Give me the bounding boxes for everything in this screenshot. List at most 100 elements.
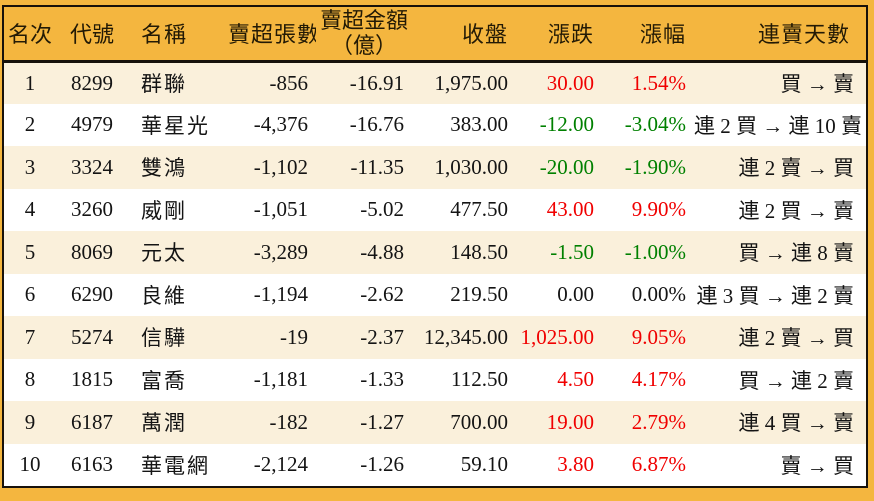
col-header-sell-amount: 賣超金額 （億） [316, 7, 412, 61]
change-pct-value: 9.90% [631, 197, 686, 222]
cell-name: 富喬 [141, 368, 187, 393]
change-pct-value: 4.17% [631, 367, 686, 392]
table-row: 1 8299 群聯 -856 -16.91 1,975.00 30.00 1.5… [4, 61, 866, 104]
cell-streak: 連 2 買 → 賣 [738, 198, 855, 223]
cell-name: 元太 [141, 241, 187, 266]
cell-sell-volume: -182 [269, 409, 309, 434]
change-pct-value: -1.00% [624, 239, 686, 264]
cell-change: 3.80 [516, 444, 602, 487]
cell-close: 477.50 [450, 197, 508, 222]
cell-rank: 8 [24, 367, 36, 392]
cell-name: 群聯 [141, 72, 187, 96]
cell-change-pct: -1.90% [602, 146, 694, 189]
change-pct-value: 9.05% [631, 324, 686, 349]
table-row: 6 6290 良維 -1,194 -2.62 219.50 0.00 0.00%… [4, 273, 866, 317]
cell-change-pct: -3.04% [602, 104, 694, 147]
cell-code: 3260 [71, 197, 113, 222]
cell-name: 華星光 [141, 113, 210, 138]
cell-code: 8069 [71, 239, 113, 264]
cell-sell-amount: -11.35 [350, 154, 404, 179]
cell-rank: 3 [24, 154, 36, 179]
cell-change-pct: 2.79% [602, 401, 694, 444]
cell-change: -12.00 [516, 104, 602, 147]
cell-code: 3324 [71, 154, 113, 179]
change-value: 0.00 [557, 282, 594, 307]
cell-change: -20.00 [516, 146, 602, 189]
change-pct-value: 6.87% [631, 452, 686, 477]
change-value: -1.50 [550, 239, 594, 264]
table-row: 10 6163 華電網 -2,124 -1.26 59.10 3.80 6.87… [4, 443, 866, 487]
col-header-streak: 連賣天數 [757, 22, 850, 48]
cell-close: 700.00 [450, 409, 508, 434]
change-value: 4.50 [557, 367, 594, 392]
cell-streak: 買 → 賣 [780, 72, 855, 96]
cell-rank: 7 [24, 324, 36, 349]
cell-sell-amount: -4.88 [360, 239, 404, 264]
cell-change: 4.50 [516, 359, 602, 402]
cell-change-pct: 4.17% [602, 359, 694, 402]
cell-code: 6163 [71, 452, 113, 477]
cell-sell-volume: -856 [269, 70, 309, 95]
cell-sell-volume: -3,289 [253, 239, 308, 264]
table-row: 2 4979 華星光 -4,376 -16.76 383.00 -12.00 -… [4, 103, 866, 147]
cell-sell-volume: -2,124 [253, 452, 308, 477]
cell-change-pct: 9.05% [602, 316, 694, 359]
cell-name: 萬潤 [141, 411, 187, 436]
cell-streak: 連 2 買 → 連 10 賣 [694, 113, 862, 138]
table-row: 8 1815 富喬 -1,181 -1.33 112.50 4.50 4.17%… [4, 358, 866, 402]
cell-change-pct: 0.00% [602, 274, 694, 317]
net-sell-ranking-table: 名次 代號 名稱 賣超張數 賣超金額 （億） 收盤 漲跌 漲幅 連賣天數 1 8… [4, 7, 866, 486]
cell-sell-volume: -19 [280, 324, 308, 349]
change-pct-value: -1.90% [624, 154, 686, 179]
change-value: 3.80 [557, 452, 594, 477]
change-value: 43.00 [546, 197, 594, 222]
cell-sell-volume: -1,051 [253, 197, 308, 222]
cell-code: 6187 [71, 409, 113, 434]
cell-close: 112.50 [451, 367, 508, 392]
table-row: 7 5274 信驊 -19 -2.37 12,345.00 1,025.00 9… [4, 316, 866, 359]
table-row: 4 3260 威剛 -1,051 -5.02 477.50 43.00 9.90… [4, 188, 866, 231]
cell-sell-amount: -1.26 [360, 452, 404, 477]
col-header-code: 代號 [69, 22, 114, 48]
cell-streak: 買 → 連 8 賣 [738, 241, 855, 266]
net-sell-ranking-table-frame: 名次 代號 名稱 賣超張數 賣超金額 （億） 收盤 漲跌 漲幅 連賣天數 1 8… [2, 5, 868, 488]
cell-name: 雙鴻 [141, 156, 187, 181]
cell-sell-amount: -16.76 [349, 112, 404, 137]
cell-rank: 1 [24, 70, 36, 95]
cell-streak: 連 4 買 → 賣 [738, 411, 855, 436]
cell-change: 30.00 [516, 61, 602, 104]
cell-sell-amount: -1.27 [360, 409, 404, 434]
cell-code: 5274 [71, 324, 113, 349]
table-row: 3 3324 雙鴻 -1,102 -11.35 1,030.00 -20.00 … [4, 146, 866, 189]
cell-sell-volume: -1,102 [253, 154, 308, 179]
col-header-close: 收盤 [461, 22, 508, 48]
cell-close: 383.00 [450, 112, 508, 137]
cell-sell-amount: -2.37 [360, 324, 404, 349]
cell-name: 信驊 [141, 326, 187, 351]
col-header-name: 名稱 [141, 22, 188, 48]
cell-streak: 連 2 賣 → 買 [738, 326, 855, 351]
change-pct-value: 2.79% [631, 409, 686, 434]
cell-sell-volume: -1,194 [253, 282, 308, 307]
table-body: 1 8299 群聯 -856 -16.91 1,975.00 30.00 1.5… [4, 61, 866, 486]
cell-change: 19.00 [516, 401, 602, 444]
cell-close: 1,975.00 [434, 70, 509, 95]
col-header-sell-amount-line1: 賣超金額 [319, 8, 408, 34]
cell-streak: 買 → 連 2 賣 [738, 368, 855, 393]
table-row: 9 6187 萬潤 -182 -1.27 700.00 19.00 2.79% … [4, 401, 866, 444]
cell-sell-amount: -5.02 [360, 197, 404, 222]
cell-rank: 2 [24, 112, 36, 137]
change-value: 1,025.00 [520, 324, 595, 349]
cell-name: 良維 [141, 283, 187, 308]
cell-sell-volume: -1,181 [253, 367, 308, 392]
cell-close: 219.50 [450, 282, 508, 307]
cell-change: 0.00 [516, 274, 602, 317]
cell-change-pct: 6.87% [602, 444, 694, 487]
cell-streak: 賣 → 買 [780, 453, 855, 478]
col-header-change-pct: 漲幅 [639, 22, 686, 48]
cell-rank: 5 [24, 239, 36, 264]
cell-rank: 9 [24, 409, 36, 434]
change-pct-value: -3.04% [624, 112, 686, 137]
cell-rank: 4 [24, 197, 36, 222]
cell-code: 6290 [71, 282, 113, 307]
